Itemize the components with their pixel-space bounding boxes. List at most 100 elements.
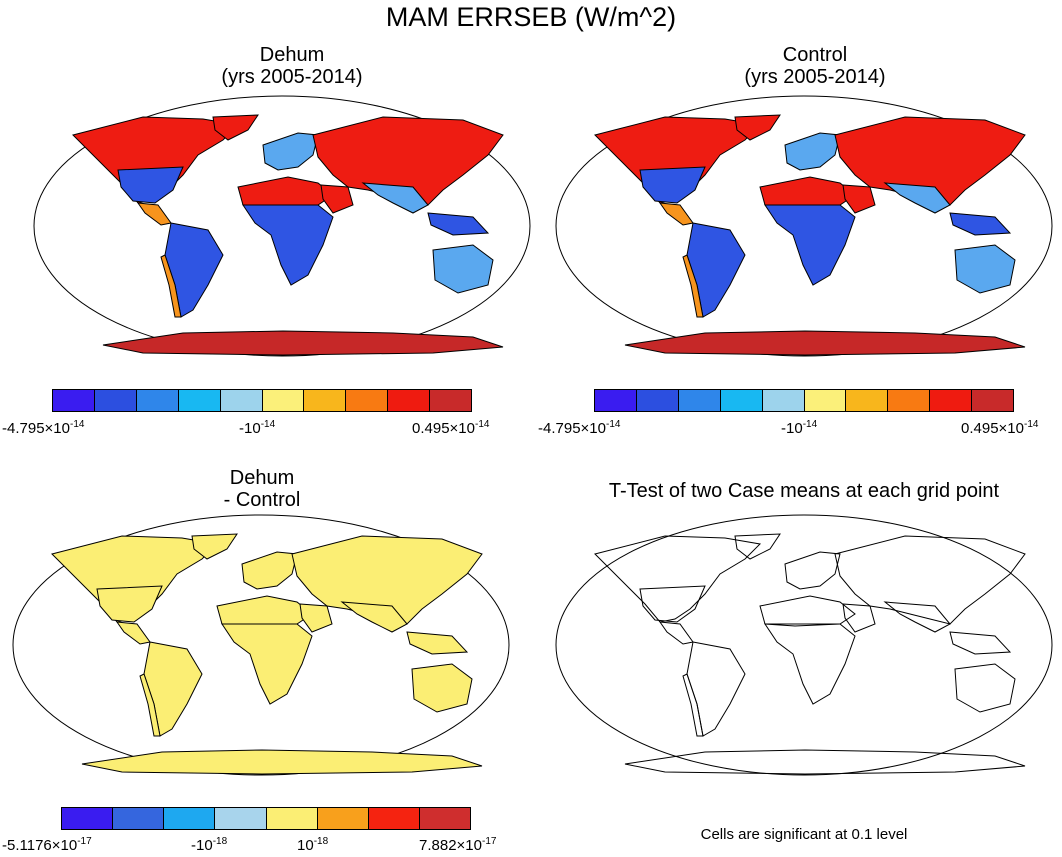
land-arabia: [320, 184, 354, 214]
colorbar-dehum-max-label: 0.495×10-14: [412, 419, 490, 437]
colorbar-swatch: [720, 390, 763, 411]
land-south-america-west: [682, 254, 704, 318]
land-asia-south: [883, 601, 951, 633]
colorbar-dehum: [52, 389, 472, 412]
map-frame: [555, 95, 1053, 357]
colorbar-swatch: [678, 390, 721, 411]
colorbar-swatch: [930, 390, 973, 411]
land-africa: [221, 623, 313, 705]
colorbar-swatch: [762, 390, 805, 411]
panel-title-control-line2: (yrs 2005-2014): [744, 66, 886, 88]
land-antarctica: [81, 749, 483, 775]
colorbar-diff-max-label: 7.882×10-17: [419, 836, 497, 854]
land-sahara: [237, 176, 334, 208]
map-frame: [555, 514, 1053, 776]
panel-title-control-line1: Control: [782, 44, 848, 66]
colorbar-control-mid-label: -10-14: [781, 419, 818, 437]
panel-title-diff: Dehum - Control: [52, 467, 472, 511]
colorbar-swatch: [215, 808, 267, 829]
ttest-note: Cells are significant at 0.1 level: [700, 826, 908, 843]
land-south-america-west: [160, 254, 182, 318]
colorbar-swatch: [346, 390, 389, 411]
colorbar-swatch: [220, 390, 263, 411]
colorbar-control-max-label: 0.495×10-14: [961, 419, 1039, 437]
colorbar-swatch: [304, 390, 347, 411]
land-se-asia: [949, 212, 1012, 236]
colorbar-diff-mid2-label: 10-18: [297, 836, 329, 854]
land-europe: [241, 551, 298, 590]
map-diff: [12, 514, 510, 776]
map-frame: [33, 95, 531, 357]
land-australia: [954, 663, 1016, 713]
colorbar-swatch: [266, 808, 318, 829]
panel-title-diff-line1: Dehum: [229, 467, 295, 489]
land-asia-south: [883, 182, 951, 214]
colorbar-swatch: [846, 390, 889, 411]
land-usa: [639, 585, 706, 623]
map-ttest: [555, 514, 1053, 776]
panel-title-diff-line2: - Control: [223, 489, 301, 511]
colorbar-swatch: [62, 808, 114, 829]
land-arabia: [299, 603, 333, 633]
land-usa: [96, 585, 163, 623]
colorbar-swatch: [804, 390, 847, 411]
colorbar-control-min-label: -4.795×10-14: [538, 419, 621, 437]
land-se-asia: [427, 212, 490, 236]
land-usa: [639, 166, 706, 204]
map-control: [555, 95, 1053, 357]
land-central-america: [658, 621, 694, 645]
colorbar-swatch: [262, 390, 305, 411]
colorbar-diff: [61, 807, 471, 830]
land-greenland: [734, 533, 781, 560]
land-central-america: [115, 621, 151, 645]
colorbar-swatch: [972, 390, 1014, 411]
panel-title-control: Control (yrs 2005-2014): [575, 44, 1055, 88]
colorbar-swatch: [317, 808, 369, 829]
colorbar-swatch: [178, 390, 221, 411]
colorbar-swatch: [53, 390, 95, 411]
panel-title-ttest: T-Test of two Case means at each grid po…: [608, 480, 1000, 502]
land-asia-south: [340, 601, 408, 633]
land-australia: [954, 244, 1016, 294]
colorbar-swatch: [636, 390, 679, 411]
colorbar-dehum-min-label: -4.795×10-14: [2, 419, 85, 437]
colorbar-swatch: [164, 808, 216, 829]
land-central-america: [658, 202, 694, 226]
land-greenland: [191, 533, 238, 560]
land-europe: [784, 551, 841, 590]
colorbar-swatch: [595, 390, 637, 411]
land-arabia: [842, 184, 876, 214]
colorbar-diff-mid1-label: -10-18: [191, 836, 228, 854]
land-sahara: [759, 595, 856, 627]
panel-title-dehum-line2: (yrs 2005-2014): [221, 66, 363, 88]
colorbar-control: [594, 389, 1014, 412]
land-africa: [764, 204, 856, 286]
land-north-america: [594, 535, 762, 623]
land-se-asia: [949, 631, 1012, 655]
colorbar-swatch: [430, 390, 472, 411]
land-central-america: [136, 202, 172, 226]
colorbar-dehum-mid-label: -10-14: [239, 419, 276, 437]
land-asia: [834, 535, 1026, 625]
land-australia: [432, 244, 494, 294]
colorbar-diff-min-label: -5.1176×10-17: [2, 836, 92, 854]
land-greenland: [212, 114, 259, 141]
land-europe: [262, 132, 319, 171]
land-se-asia: [406, 631, 469, 655]
colorbar-swatch: [368, 808, 420, 829]
land-antarctica: [624, 330, 1026, 356]
map-dehum: [33, 95, 531, 357]
land-antarctica: [102, 330, 504, 356]
land-south-america-west: [139, 673, 161, 737]
colorbar-swatch: [94, 390, 137, 411]
land-arabia: [842, 603, 876, 633]
panel-title-dehum-line1: Dehum: [259, 44, 325, 66]
colorbar-swatch: [388, 390, 431, 411]
land-asia-south: [361, 182, 429, 214]
land-australia: [411, 663, 473, 713]
land-sahara: [216, 595, 313, 627]
land-usa: [117, 166, 184, 204]
land-europe: [784, 132, 841, 171]
land-africa: [764, 623, 856, 705]
land-africa: [242, 204, 334, 286]
